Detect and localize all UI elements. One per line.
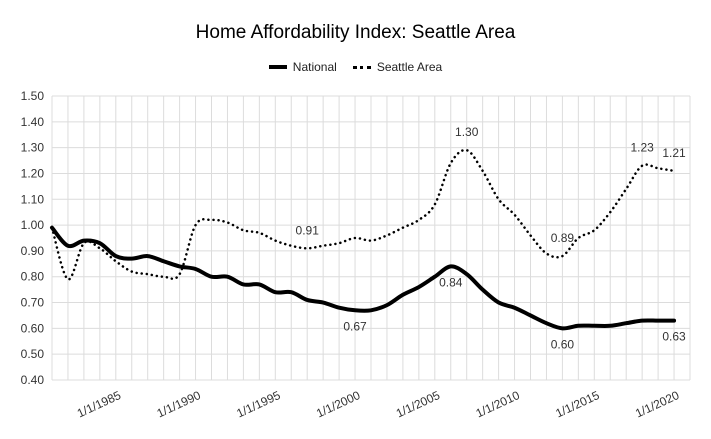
x-tick-label: 1/1/2020 <box>633 388 682 421</box>
data-label: 1.30 <box>455 125 479 139</box>
y-tick-label: 1.30 <box>21 141 45 155</box>
x-tick-label: 1/1/2010 <box>474 388 523 421</box>
y-tick-label: 1.50 <box>21 89 45 103</box>
y-tick-label: 1.00 <box>21 218 45 232</box>
data-label: 0.63 <box>662 330 686 344</box>
chart-title: Home Affordability Index: Seattle Area <box>195 22 516 43</box>
y-tick-label: 0.50 <box>21 347 45 361</box>
series-line-national <box>50 225 677 331</box>
y-tick-label: 1.10 <box>21 192 45 206</box>
x-tick-label: 1/1/1995 <box>234 388 283 421</box>
data-label: 0.67 <box>343 319 367 333</box>
y-tick-label: 0.90 <box>21 244 45 258</box>
data-label: 1.23 <box>630 141 654 155</box>
legend-label-national: National <box>292 60 337 74</box>
data-label: 1.21 <box>662 146 686 160</box>
data-label: 0.84 <box>439 275 463 289</box>
y-tick-label: 0.80 <box>21 270 45 284</box>
legend-swatch-dotted <box>352 65 371 69</box>
y-tick-label: 0.60 <box>21 321 45 335</box>
legend-swatch-solid <box>268 65 287 69</box>
data-label: 0.89 <box>551 231 575 245</box>
legend: National Seattle Area <box>0 60 711 74</box>
x-tick-label: 1/1/1990 <box>155 388 204 421</box>
legend-item-seattle: Seattle Area <box>352 60 443 74</box>
x-tick-label: 1/1/1985 <box>75 388 124 421</box>
x-tick-label: 1/1/2005 <box>394 388 443 421</box>
y-tick-label: 1.20 <box>21 166 45 180</box>
y-tick-label: 0.70 <box>21 296 45 310</box>
y-tick-label: 0.40 <box>21 373 45 387</box>
series-line-seattle-area <box>50 148 676 281</box>
legend-label-seattle: Seattle Area <box>376 60 443 74</box>
x-tick-label: 1/1/2000 <box>314 388 363 421</box>
data-label: 0.60 <box>551 337 575 351</box>
legend-item-national: National <box>268 60 337 74</box>
data-label: 0.91 <box>296 223 320 237</box>
x-tick-label: 1/1/2015 <box>553 388 602 421</box>
y-tick-label: 1.40 <box>21 115 45 129</box>
